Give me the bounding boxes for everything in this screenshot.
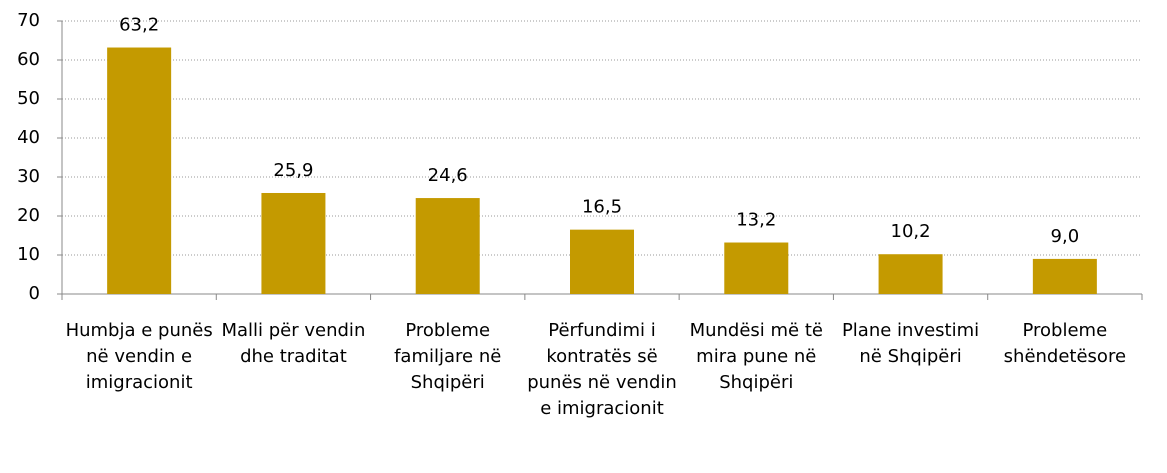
bar xyxy=(415,198,480,294)
value-label: 25,9 xyxy=(273,160,313,181)
x-tick-label: Probleme familjare në Shqipëri xyxy=(394,320,502,393)
x-tick-label: Përfundimi i kontratës së punës në vendi… xyxy=(527,320,677,419)
y-tick-label: 10 xyxy=(17,244,40,265)
value-label: 9,0 xyxy=(1051,226,1080,247)
bar xyxy=(1032,258,1097,294)
bar xyxy=(261,192,326,294)
value-label: 13,2 xyxy=(736,210,776,231)
x-tick-label: Plane investimi në Shqipëri xyxy=(841,320,980,367)
x-tick-label: Humbja e punës në vendin e imigracionit xyxy=(65,320,213,393)
bar xyxy=(570,229,634,294)
y-tick-label: 50 xyxy=(17,88,40,109)
value-label: 10,2 xyxy=(891,221,931,242)
bar xyxy=(878,254,943,294)
y-tick-label: 40 xyxy=(17,127,40,148)
y-tick-label: 20 xyxy=(17,205,40,226)
y-tick-label: 70 xyxy=(17,10,40,31)
bar xyxy=(107,47,172,294)
value-label: 24,6 xyxy=(428,165,468,186)
x-tick-label: Mundësi më të mira pune në Shqipëri xyxy=(689,320,823,393)
x-tick-label: Malli për vendin dhe traditat xyxy=(221,320,366,367)
bar xyxy=(724,242,789,294)
x-tick-label: Probleme shëndetësore xyxy=(1003,320,1127,367)
y-tick-label: 30 xyxy=(17,166,40,187)
y-tick-label: 60 xyxy=(17,49,40,70)
y-tick-label: 0 xyxy=(29,283,40,304)
value-label: 63,2 xyxy=(119,15,159,36)
value-label: 16,5 xyxy=(582,197,622,218)
